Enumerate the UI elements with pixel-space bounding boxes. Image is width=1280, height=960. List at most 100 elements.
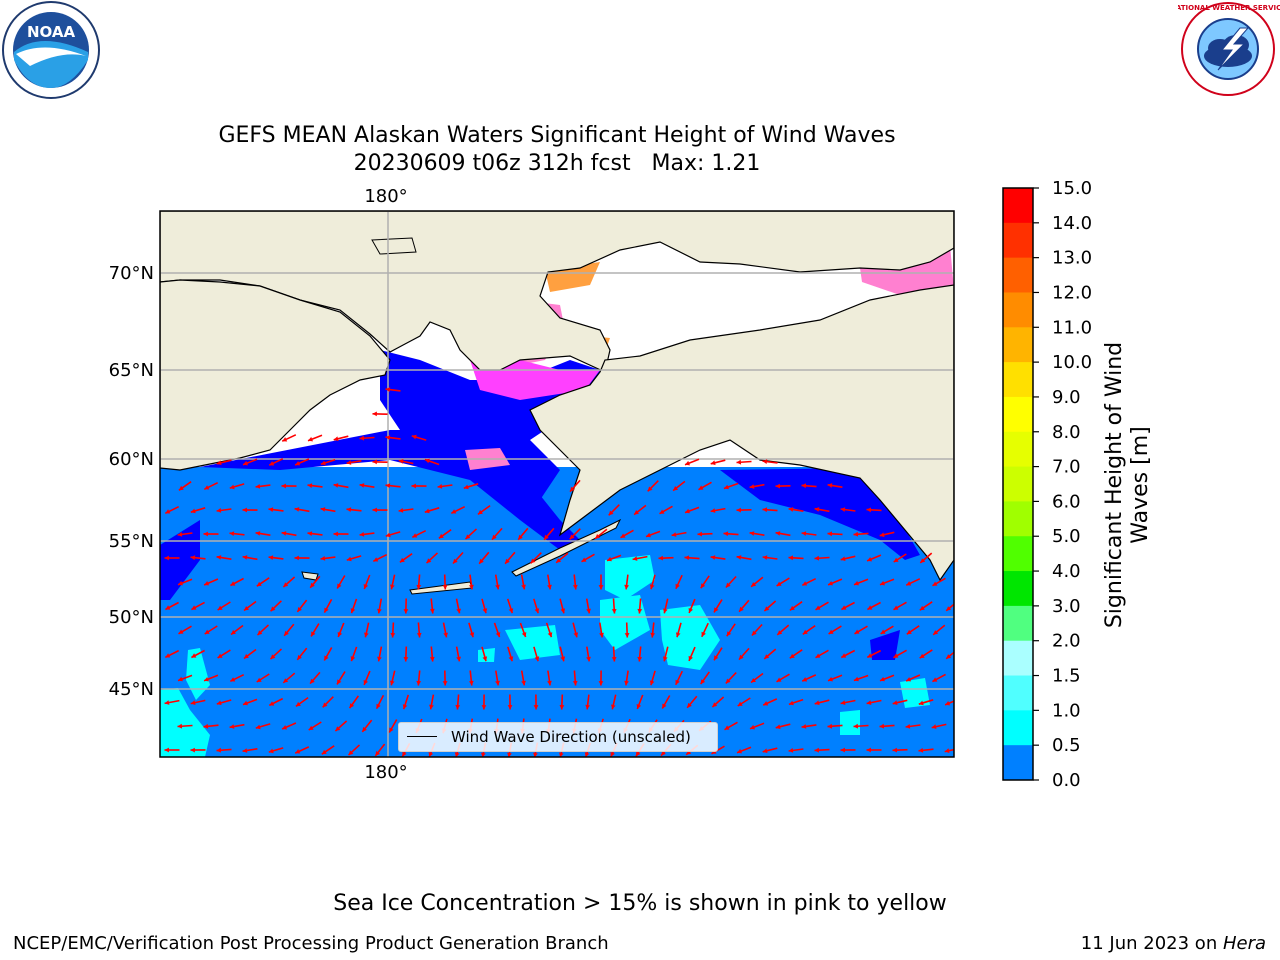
nws-logo-text: NATIONAL WEATHER SERVICE <box>1178 4 1280 12</box>
wind-wave-arrowhead <box>469 584 474 590</box>
wind-wave-arrowhead <box>442 585 448 590</box>
wind-wave-arrowhead <box>634 510 639 515</box>
wind-wave-arrowhead <box>945 701 951 706</box>
colorbar-segment <box>1003 745 1033 781</box>
wind-wave-arrows <box>164 387 954 757</box>
wind-wave-arrowhead <box>310 678 315 684</box>
wind-wave-arrowhead <box>191 605 197 610</box>
wind-wave-arrowhead <box>570 486 575 492</box>
wind-wave-arrowhead <box>533 752 538 757</box>
wind-wave-arrowhead <box>242 507 247 513</box>
wind-wave-arrowhead <box>337 679 342 685</box>
wind-wave-arrowhead <box>204 629 210 634</box>
wind-wave-arrowhead <box>269 461 275 466</box>
wind-wave-arrowhead <box>688 608 693 613</box>
wind-wave-arrowhead <box>505 558 510 564</box>
colorbar-segment <box>1003 571 1033 607</box>
wind-wave-arrowhead <box>333 483 339 488</box>
wind-wave-arrowhead <box>164 555 169 561</box>
colorbar-title-line-1: Significant Height of Wind <box>1102 341 1127 629</box>
wind-wave-arrowhead <box>178 485 184 491</box>
colorbar-tick-label: 1.0 <box>1052 700 1081 721</box>
wind-wave-arrowhead <box>880 629 886 634</box>
wind-wave-arrowhead <box>229 724 235 729</box>
colorbar-title: Significant Height of Wind Waves [m] <box>1102 342 1154 628</box>
wind-wave-arrowhead <box>454 752 460 757</box>
wind-wave-arrowhead <box>268 555 274 560</box>
wind-wave-arrowhead <box>801 724 807 729</box>
wind-wave-arrowhead <box>411 483 416 489</box>
wind-wave-arrowhead <box>308 725 314 730</box>
wind-wave-arrowhead <box>775 531 781 536</box>
wind-wave-arrowhead <box>203 531 208 537</box>
wind-wave-arrowhead <box>389 680 395 686</box>
wind-wave-arrowhead <box>866 507 871 513</box>
wind-wave-arrowhead <box>879 723 885 729</box>
wind-wave-arrowhead <box>324 655 329 661</box>
colorbar-segment <box>1003 640 1033 677</box>
wind-wave-arrowhead <box>827 723 833 729</box>
wind-wave-arrowhead <box>776 581 782 586</box>
wind-wave-arrowhead <box>559 705 565 710</box>
wind-wave-arrowhead <box>508 608 514 614</box>
colorbar-segment <box>1003 362 1033 398</box>
wind-wave-arrowhead <box>763 701 769 706</box>
colorbar-segment <box>1003 396 1033 433</box>
wind-wave-arrowhead <box>854 629 860 634</box>
wind-wave-arrowhead <box>242 748 248 753</box>
wind-wave-arrowhead <box>268 507 274 512</box>
wind-wave-arrowhead <box>177 723 183 729</box>
wind-wave-arrowhead <box>438 533 444 539</box>
wind-wave-arrowhead <box>521 680 526 686</box>
wind-wave-arrowhead <box>455 704 461 710</box>
colorbar-tick-label: 7.0 <box>1052 457 1081 478</box>
wind-wave-arrowhead <box>556 558 562 563</box>
chart-title: GEFS MEAN Alaskan Waters Significant Hei… <box>160 122 954 178</box>
wind-wave-arrowhead <box>534 608 540 614</box>
wind-wave-arrowhead <box>362 726 367 732</box>
wind-wave-arrowhead <box>637 656 643 662</box>
wind-wave-arrowhead <box>243 700 248 706</box>
wind-wave-arrowhead <box>495 632 501 638</box>
wind-wave-arrowhead <box>256 677 262 682</box>
wind-wave-arrowhead <box>492 534 497 540</box>
wind-wave-arrowhead <box>308 436 313 442</box>
colorbar-tick-label: 12.0 <box>1052 282 1092 303</box>
colorbar-segment <box>1003 327 1033 363</box>
wind-wave-arrowhead <box>560 656 566 662</box>
wind-wave-arrowhead <box>788 507 794 512</box>
wind-wave-arrowhead <box>700 679 706 685</box>
wind-wave-arrowhead <box>390 633 396 638</box>
colorbar-segment <box>1003 536 1033 572</box>
colorbar-tick-label: 4.0 <box>1052 561 1081 582</box>
wind-wave-arrowhead <box>442 681 448 686</box>
wind-wave-arrowhead <box>385 435 391 440</box>
wind-wave-arrowhead <box>688 655 693 661</box>
wind-wave-arrowhead <box>906 629 912 635</box>
wind-wave-arrowhead <box>403 609 409 614</box>
wind-wave-arrowhead <box>662 703 667 709</box>
wind-wave-arrowhead <box>827 483 833 488</box>
wind-wave-arrowhead <box>178 580 183 586</box>
wind-wave-arrowhead <box>244 606 249 611</box>
wind-wave-arrowhead <box>675 632 681 638</box>
wind-wave-arrowhead <box>399 557 405 563</box>
wind-wave-arrowhead <box>946 606 952 611</box>
wind-wave-arrowhead <box>701 631 706 637</box>
wind-wave-arrowhead <box>533 705 539 710</box>
wind-wave-arrowhead <box>932 581 938 586</box>
wind-wave-arrowhead <box>624 584 629 590</box>
wind-wave-arrowhead <box>324 607 329 613</box>
wind-wave-arrowhead <box>802 677 808 682</box>
wind-wave-arrowhead <box>178 676 183 682</box>
wind-wave-arrowhead <box>335 726 341 731</box>
colorbar-tick-label: 2.0 <box>1052 631 1081 652</box>
wind-wave-arrowhead <box>658 555 663 561</box>
colorbar-tick-label: 6.0 <box>1052 491 1081 512</box>
wind-wave-arrowhead <box>426 558 432 564</box>
wind-wave-arrowhead <box>346 507 352 512</box>
colorbar <box>1003 188 1033 781</box>
lat-label-65: 65°N <box>109 360 154 381</box>
wind-wave-arrowhead <box>624 680 629 686</box>
sea-ice-note: Sea Ice Concentration > 15% is shown in … <box>333 891 947 916</box>
